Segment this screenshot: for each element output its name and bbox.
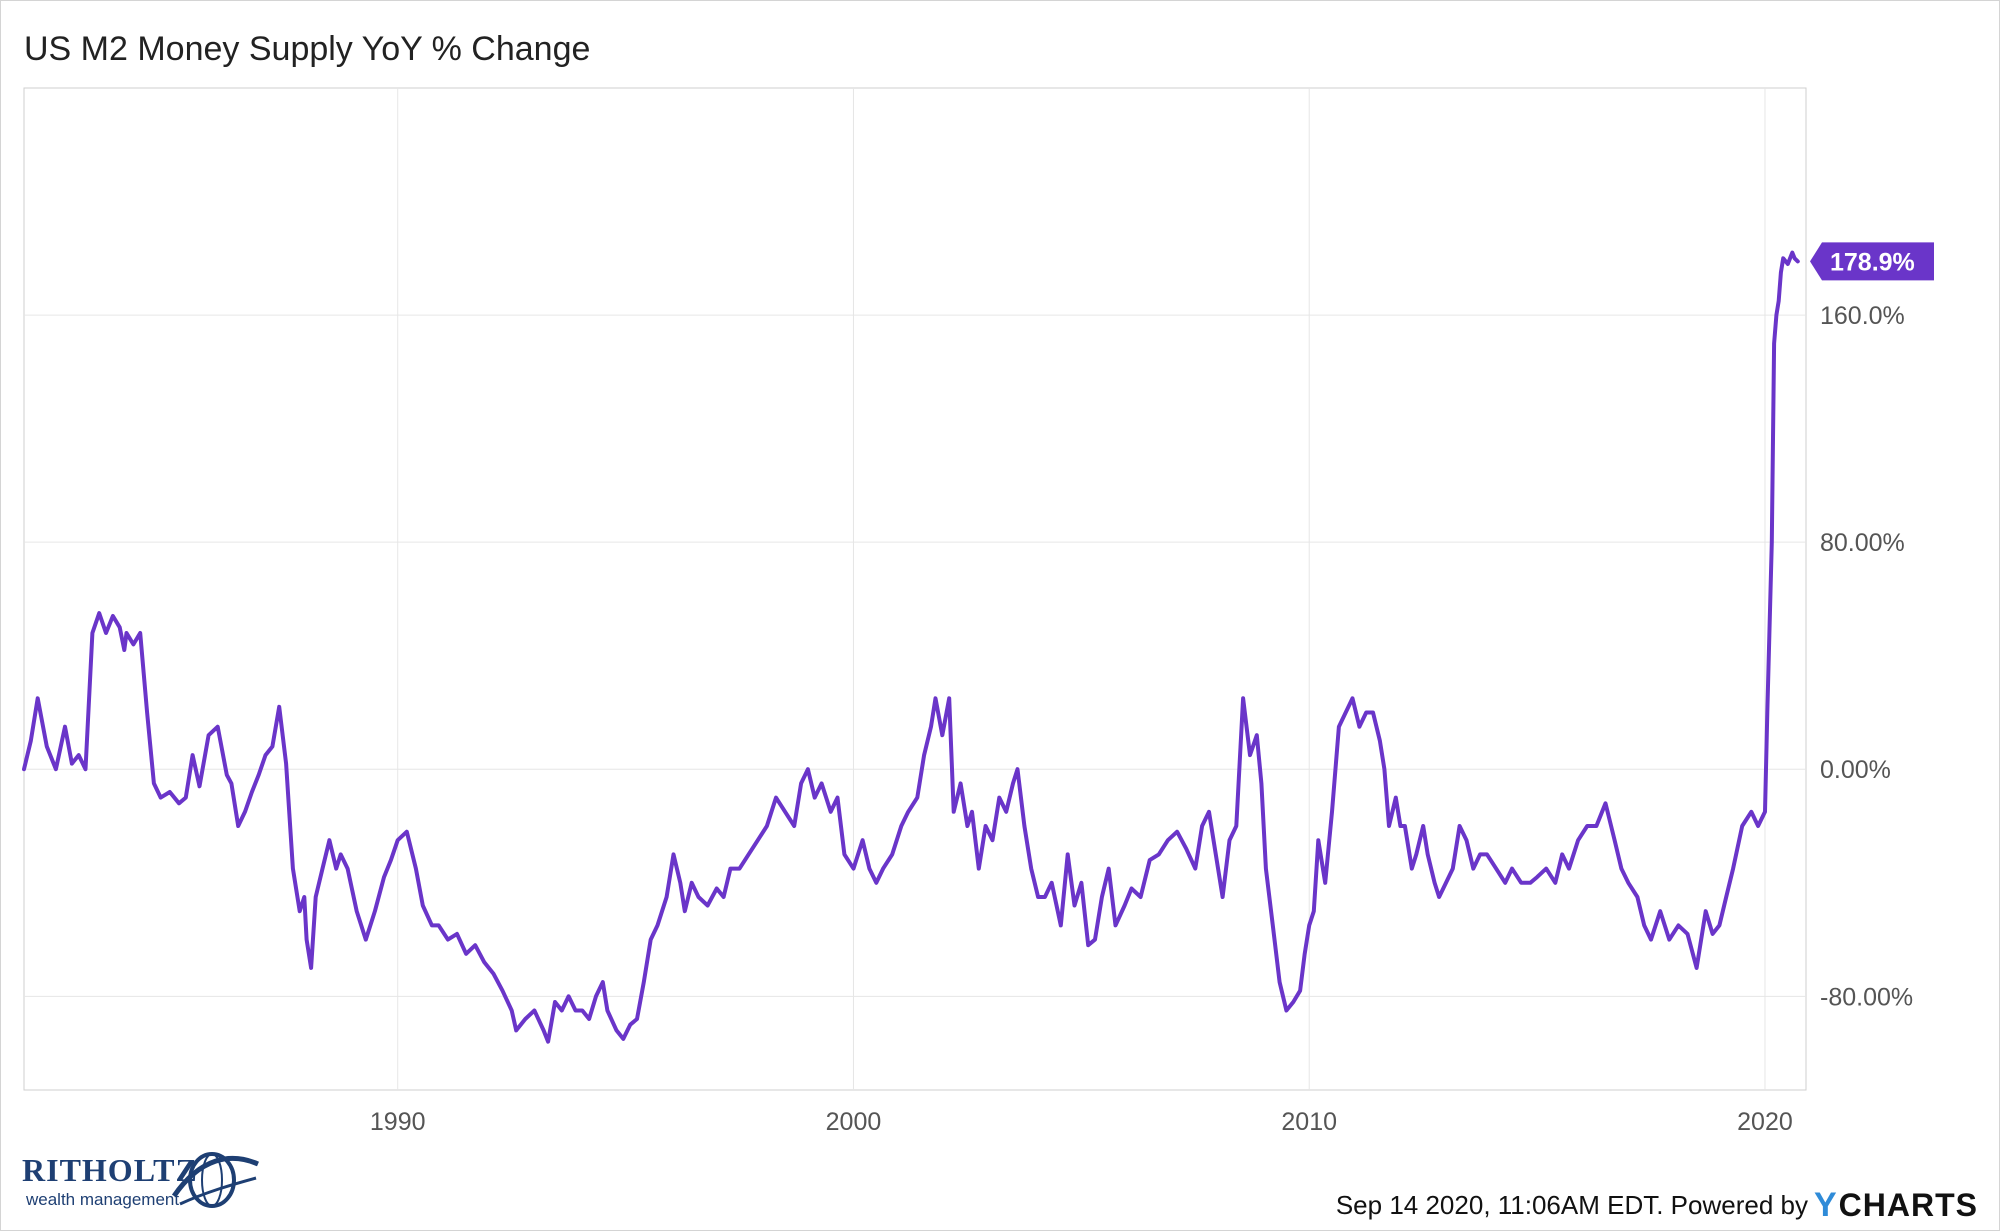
x-tick-label: 2010 <box>1281 1108 1337 1136</box>
y-tick-label: -80.00% <box>1820 983 1913 1011</box>
last-value-tag: 178.9% <box>1810 242 1934 281</box>
brand-name: RITHOLTZ <box>22 1152 198 1188</box>
ycharts-logo-y: Y <box>1813 1186 1837 1224</box>
horizontal-gridlines <box>24 314 1806 997</box>
x-tick-label: 2020 <box>1737 1108 1793 1136</box>
plot-area <box>23 87 1807 1091</box>
y-tick-label: 0.00% <box>1820 756 1891 784</box>
ycharts-logo-text: CHARTS <box>1838 1187 1978 1223</box>
y-axis-tick-labels: 160.0% 80.00% 0.00% -80.00% <box>1820 302 1913 1011</box>
x-tick-label: 1990 <box>370 1108 426 1136</box>
brand-subtitle: wealth management <box>26 1190 180 1209</box>
last-value-tag-shape <box>1810 242 1934 281</box>
y-tick-label: 160.0% <box>1820 302 1905 330</box>
x-tick-label: 2000 <box>826 1108 882 1136</box>
y-tick-label: 80.00% <box>1820 529 1905 557</box>
last-value-label: 178.9% <box>1830 248 1915 276</box>
chart-footer: Sep 14 2020, 11:06AM EDT. Powered by Y C… <box>1336 1186 1978 1225</box>
ritholtz-globe-icon <box>171 1152 259 1208</box>
chart-title: US M2 Money Supply YoY % Change <box>24 30 591 68</box>
series-line <box>22 250 1800 1044</box>
x-axis-tick-labels: 1990 2000 2010 2020 <box>370 1108 1793 1136</box>
footer-timestamp: Sep 14 2020, 11:06AM EDT. Powered by <box>1335 1190 1808 1220</box>
